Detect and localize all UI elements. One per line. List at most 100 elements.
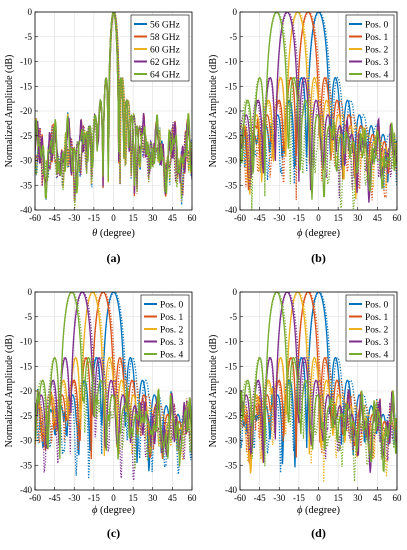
y-tick-label: -25 [225,411,237,421]
x-tick-label: 0 [111,213,116,223]
chart-panel-d: -60 -45 -30 -15 0 15 30 45 60 0 -5 -10 -15 -20 -25 -30 -… [208,287,402,540]
x-tick-label: 60 [188,213,198,223]
legend: Pos. 0 Pos. 1 Pos. 2 Pos. 3 Pos. 4 [140,294,190,362]
legend-entry: Pos. 3 [365,58,388,68]
x-tick-label: -15 [88,213,100,223]
x-tick-label: 30 [353,213,363,223]
y-tick-label: -40 [225,485,237,495]
y-tick-label: -15 [225,361,237,371]
y-tick-label: -20 [20,386,32,396]
y-tick-label: -20 [20,106,32,116]
legend-entry: Pos. 4 [365,351,388,361]
y-tick-label: 0 [233,287,238,297]
y-tick-label: -5 [25,312,33,322]
x-tick-label: -45 [254,493,266,503]
x-axis-label: ϕ (degree) [92,505,136,516]
x-tick-label: 45 [168,493,178,503]
x-tick-label: 15 [334,213,344,223]
series-line-2-dotted [35,292,192,461]
x-tick-label: -45 [49,213,61,223]
x-tick-label: 15 [334,493,344,503]
y-tick-label: -30 [225,436,237,446]
x-tick-label: 45 [373,213,383,223]
x-tick-label: 15 [129,213,139,223]
y-tick-label: -5 [230,312,238,322]
chart-panel-c: -60 -45 -30 -15 0 15 30 45 60 0 -5 -10 -15 -20 -25 -30 -… [4,287,197,540]
x-tick-label: 0 [111,493,116,503]
panel-caption: (d) [311,526,326,540]
y-tick-label: -10 [20,57,32,67]
series-line-2-dotted [240,12,397,188]
legend-entry: Pos. 1 [365,313,388,323]
y-tick-label: -15 [20,361,32,371]
legend: Pos. 0 Pos. 1 Pos. 2 Pos. 3 Pos. 4 [345,14,395,82]
x-tick-label: -30 [68,213,80,223]
x-tick-label: -45 [254,213,266,223]
series-line-4-dotted [35,12,192,208]
y-tick-label: -5 [25,32,33,42]
y-tick-label: -30 [20,156,32,166]
x-tick-label: 45 [168,213,178,223]
x-tick-label: 0 [316,213,321,223]
y-tick-label: -30 [20,436,32,446]
x-tick-label: -45 [49,493,61,503]
x-tick-label: -15 [88,493,100,503]
x-tick-label: -30 [68,493,80,503]
y-tick-label: -20 [225,386,237,396]
x-tick-label: 45 [373,493,383,503]
legend-entry: Pos. 4 [365,71,388,81]
y-tick-label: -20 [225,106,237,116]
y-tick-label: -30 [225,156,237,166]
y-tick-label: 0 [28,287,33,297]
legend-entry: Pos. 1 [160,313,183,323]
y-tick-label: -15 [225,81,237,91]
y-tick-label: -40 [20,205,32,215]
legend-entry: Pos. 2 [160,326,183,336]
y-tick-label: -35 [225,460,237,470]
x-axis-label: ϕ (degree) [297,228,341,239]
x-tick-label: -60 [234,213,246,223]
y-axis-label: Normalized Amplitude (dB) [4,335,15,448]
series-line-4-dotted [240,12,397,210]
y-tick-label: -25 [225,131,237,141]
x-tick-label: 60 [393,493,403,503]
legend: 56 GHz 58 GHz 60 GHz 62 GHz 64 GHz [130,14,190,82]
legend-entry: Pos. 2 [365,326,388,336]
x-tick-label: -30 [273,213,285,223]
x-tick-label: -60 [29,493,41,503]
legend-entry: Pos. 0 [160,301,183,311]
series-line-1-dotted [240,292,397,464]
legend-entry: 56 GHz [150,21,180,31]
legend-entry: 60 GHz [150,46,180,56]
y-tick-label: -40 [225,205,237,215]
series-line-4-dotted [240,292,397,482]
y-tick-label: -10 [225,337,237,347]
x-axis-label: θ (degree) [92,228,135,239]
legend: Pos. 0 Pos. 1 Pos. 2 Pos. 3 Pos. 4 [345,294,395,362]
y-tick-label: -25 [20,411,32,421]
y-axis-label: Normalized Amplitude (dB) [208,55,219,168]
x-tick-label: 30 [353,493,363,503]
legend-entry: Pos. 3 [160,338,183,348]
chart-panel-b: -60 -45 -30 -15 0 15 30 45 60 0 -5 -10 -15 -20 -25 -30 -… [208,7,402,265]
series-line-3-dotted [240,12,397,198]
x-tick-label: 60 [393,213,403,223]
x-tick-label: 30 [148,493,158,503]
panel-caption: (c) [107,526,120,540]
series-line-1-dotted [240,12,397,201]
y-tick-label: 0 [28,7,33,17]
y-tick-label: -5 [230,32,238,42]
series-line-4-solid [240,292,397,473]
x-tick-label: 0 [316,493,321,503]
y-axis-label: Normalized Amplitude (dB) [4,55,15,168]
legend-entry: 58 GHz [150,33,180,43]
y-tick-label: -35 [20,180,32,190]
y-tick-label: -35 [20,460,32,470]
y-tick-label: -35 [225,180,237,190]
x-axis-label: ϕ (degree) [297,505,341,516]
series-line-4-dotted [35,292,192,469]
x-tick-label: -15 [293,493,305,503]
y-tick-label: -40 [20,485,32,495]
chart-panel-a: -60 -45 -30 -15 0 15 30 45 60 0 -5 -10 -15 -20 -25 -30 -… [4,7,197,265]
